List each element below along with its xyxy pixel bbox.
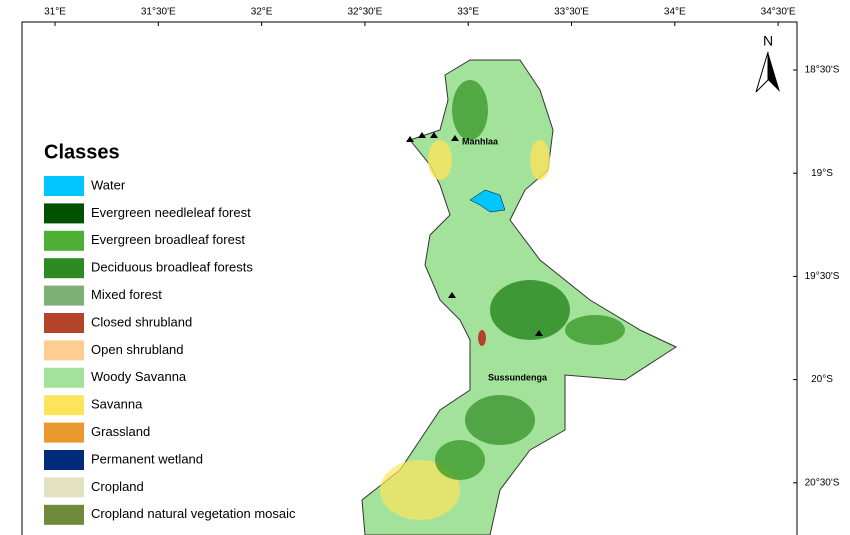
legend-swatch [44,203,84,224]
legend-label: Mixed forest [91,287,162,302]
legend-swatch [44,367,84,388]
legend-label: Cropland natural vegetation mosaic [91,506,296,521]
graticule: 31°E 31°30'E 32°E 32°30'E 33°E 33°30'E 34°E 34°… [44,7,840,489]
legend-label: Permanent wetland [91,451,203,466]
legend-swatch [44,422,84,443]
legend-swatch [44,313,84,333]
legend-label: Savanna [91,397,143,412]
legend-swatch [44,258,84,279]
place-label: Manhlaa [462,136,499,146]
legend-swatch [44,340,84,361]
legend-label: Cropland [91,479,144,494]
legend-label: Evergreen needleleaf forest [91,205,251,220]
legend-swatch [44,176,84,196]
latitude-label: 18°30'S [805,65,840,76]
north-label: N [763,33,773,49]
map-frame [21,21,798,535]
legend-label: Grassland [91,424,150,439]
legend-label: Water [91,177,126,192]
legend-swatch [44,230,84,251]
latitude-label: 20°S [811,374,833,385]
legend: Classes Water Evergreen needleleaf forest… [44,141,296,525]
study-area: Manhlaa Sussundenga [361,59,678,535]
longitude-label: 33°E [457,7,479,18]
legend-swatch [44,285,84,306]
legend-swatch [44,477,84,498]
legend-label: Evergreen broadleaf forest [91,232,245,247]
legend-label: Closed shrubland [91,314,192,329]
longitude-label: 32°30'E [347,7,382,18]
legend-label: Deciduous broadleaf forests [91,260,253,275]
longitude-label: 33°30'E [554,7,589,18]
latitude-label: 20°30'S [805,477,840,488]
legend-swatch [44,450,84,470]
legend-label: Open shrubland [91,342,184,357]
longitude-label: 32°E [251,7,273,18]
legend-label: Woody Savanna [91,369,187,384]
longitude-label: 31°30'E [141,7,176,18]
place-label: Sussundenga [488,372,548,382]
latitude-label: 19°S [811,168,833,179]
legend-swatch [44,395,84,416]
legend-swatch [44,504,84,525]
latitude-label: 19°30'S [805,271,840,282]
longitude-label: 34°E [664,7,686,18]
north-arrow: N [755,33,780,93]
legend-title: Classes [44,141,120,163]
longitude-label: 31°E [44,7,66,18]
longitude-label: 34°30'E [761,7,796,18]
